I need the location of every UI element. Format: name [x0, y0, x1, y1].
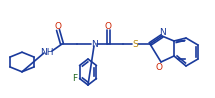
Text: F: F [72, 74, 77, 83]
Text: O: O [104, 21, 112, 30]
Text: O: O [54, 21, 61, 30]
Text: O: O [155, 63, 163, 72]
Text: S: S [132, 39, 138, 49]
Text: N: N [91, 39, 97, 49]
Text: N: N [159, 28, 165, 36]
Text: NH: NH [40, 48, 54, 57]
